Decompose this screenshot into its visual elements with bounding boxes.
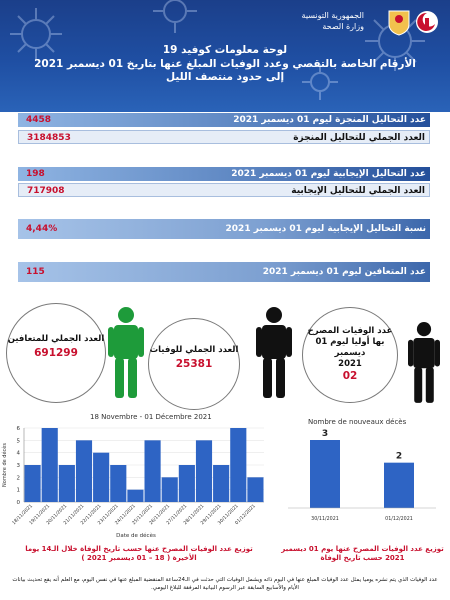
tunisia-coat-of-arms-logo: [388, 10, 410, 36]
tests-total-label: العدد الجملي للتحاليل المنجزة: [293, 133, 425, 143]
data-label: 2: [396, 452, 402, 462]
bar: [213, 465, 230, 502]
y-tick-label: 4: [17, 451, 21, 457]
positivity-value: 4,44%: [26, 224, 58, 234]
positive-total-row: العدد الجملي للتحاليل الإيجابية 717908: [18, 183, 430, 197]
recovered-total-label: العدد الجملي للمتعافين: [7, 334, 105, 344]
bar: [310, 440, 340, 508]
positivity-row: نسبة التحاليل الإيجابية ليوم 01 ديسمبر 2…: [18, 219, 430, 239]
deaths-day-line-4: 2021: [338, 359, 362, 369]
y-tick-label: 0: [17, 500, 21, 506]
recovered-total-circle: العدد الجملي للمتعافين 691299: [6, 303, 106, 403]
virus-icon: [10, 8, 62, 60]
bar: [178, 465, 195, 502]
y-axis-label: Nombre de décès: [1, 443, 8, 487]
recovered-day-label: عدد المتعافين ليوم 01 ديسمبر 2021: [262, 267, 426, 277]
deaths-total-value: 25381: [175, 358, 213, 370]
chart1-title: 18 Novembre - 01 Décembre 2021: [90, 413, 212, 421]
x-tick-label: 30/11/2021: [311, 516, 339, 522]
deaths-day-value: 02: [342, 370, 358, 382]
recovered-total-value: 691299: [34, 347, 78, 359]
y-tick-label: 3: [17, 463, 21, 469]
positive-day-label: عدد التحاليل الإيجابية ليوم 01 ديسمبر 20…: [231, 169, 426, 179]
bar: [230, 428, 247, 502]
footer-note: عدد الوفيات الذي يتم نشره يوميا يمثل عدد…: [12, 577, 438, 591]
bar: [75, 440, 93, 502]
gov-line-2: وزارة الصحة: [322, 22, 364, 31]
bar: [93, 452, 110, 502]
deaths-day-circle: عدد الوفيات المصرح بها أوليا ليوم 01 ديس…: [302, 307, 398, 403]
positive-day-value: 198: [26, 169, 45, 179]
bar: [144, 440, 161, 502]
positivity-label: نسبة التحاليل الإيجابية ليوم 01 ديسمبر 2…: [225, 224, 426, 234]
y-tick-label: 6: [17, 426, 21, 432]
tests-day-label: عدد التحاليل المنجزة ليوم 01 ديسمبر 2021: [233, 115, 426, 125]
title-line-2: الأرقام الخاصة بالتقصي وعدد الوفيات المب…: [34, 57, 416, 70]
deaths-14-days-chart: 012345618/11/202119/11/202120/11/202121/…: [1, 426, 264, 539]
title-line-1: لوحة معلومات كوفيد 19: [162, 44, 288, 56]
y-tick-label: 2: [17, 475, 21, 481]
deaths-total-label: العدد الجملي للوفيات: [149, 345, 239, 355]
bar: [384, 462, 414, 508]
virus-icon: [153, 0, 197, 33]
bar: [161, 477, 178, 502]
positive-total-label: العدد الجملي للتحاليل الإيجابية: [291, 186, 425, 196]
deaths-day-line-3: ديسمبر: [334, 348, 366, 358]
positive-total-value: 717908: [27, 186, 65, 196]
chart2-title: Nombre de nouveaux décès: [308, 418, 407, 426]
tests-total-row: العدد الجملي للتحاليل المنجزة 3184853: [18, 130, 430, 144]
deaths-total-circle: العدد الجملي للوفيات 25381: [148, 318, 240, 410]
y-tick-label: 5: [17, 438, 21, 444]
header-banner: الجمهورية التونسية وزارة الصحة لوحة معلو…: [0, 0, 450, 112]
deaths-day-line-2: بها أوليا ليوم 01: [315, 337, 385, 347]
bar: [195, 440, 213, 502]
bar: [247, 477, 264, 502]
tests-day-row: عدد التحاليل المنجزة ليوم 01 ديسمبر 2021…: [18, 113, 430, 127]
deceased-person-icon: [256, 307, 292, 398]
health-ministry-logo: [416, 11, 438, 33]
gov-line-1: الجمهورية التونسية: [301, 11, 364, 20]
recovered-day-row: عدد المتعافين ليوم 01 ديسمبر 2021 115: [18, 262, 430, 282]
new-deaths-chart: 3 30/11/2021 2 01/12/2021: [288, 429, 436, 522]
title-line-3: إلى حدود منتصف الليل: [165, 71, 285, 83]
bar: [127, 489, 144, 502]
dashboard-title: لوحة معلومات كوفيد 19 الأرقام الخاصة بال…: [20, 44, 430, 85]
bar: [41, 428, 58, 502]
deceased-day-person-icon: [408, 322, 440, 403]
virus-icon: [302, 64, 338, 100]
deaths-day-line-1: عدد الوفيات المصرح: [307, 326, 393, 336]
data-label: 3: [322, 429, 328, 439]
recovered-person-icon: [108, 307, 144, 398]
y-tick-label: 1: [17, 488, 21, 494]
chart2-caption: توزيع عدد الوفيات المصرح عنها يوم 01 ديس…: [281, 545, 444, 562]
chart1-caption: توزيع عدد الوفيات المصرح عنها حسب تاريخ …: [25, 545, 253, 562]
x-tick-label: 01/12/2021: [385, 516, 413, 522]
x-axis-label: Date de décès: [116, 532, 156, 539]
tests-total-value: 3184853: [27, 133, 71, 143]
bar: [58, 465, 75, 502]
bar: [24, 465, 41, 502]
bar: [110, 465, 127, 502]
positive-day-row: عدد التحاليل الإيجابية ليوم 01 ديسمبر 20…: [18, 167, 430, 181]
recovered-day-value: 115: [26, 267, 45, 277]
tests-day-value: 4458: [26, 115, 52, 125]
government-name: الجمهورية التونسية وزارة الصحة: [302, 10, 364, 32]
